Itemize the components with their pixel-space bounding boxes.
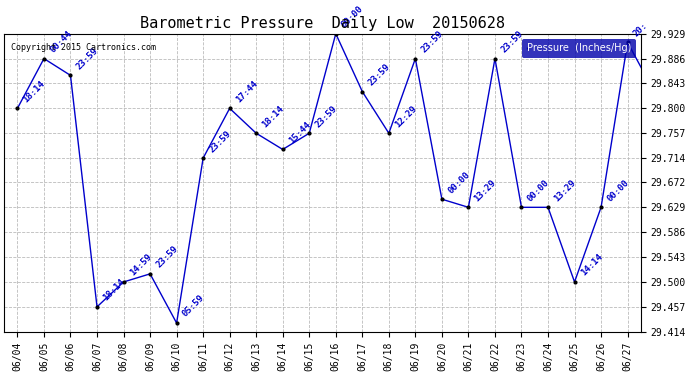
Text: 00:00: 00:00 bbox=[340, 4, 365, 30]
Text: 00:00: 00:00 bbox=[446, 170, 471, 195]
Text: 20:: 20: bbox=[632, 21, 649, 38]
Text: 18:14: 18:14 bbox=[260, 104, 286, 129]
Text: 23:59: 23:59 bbox=[313, 104, 339, 129]
Text: 23:59: 23:59 bbox=[155, 244, 179, 270]
Text: 23:59: 23:59 bbox=[499, 29, 524, 54]
Text: 14:14: 14:14 bbox=[579, 252, 604, 278]
Text: 18:14: 18:14 bbox=[101, 278, 126, 303]
Text: 12:29: 12:29 bbox=[393, 104, 418, 129]
Text: 17:44: 17:44 bbox=[234, 79, 259, 104]
Text: 14:59: 14:59 bbox=[128, 252, 153, 278]
Text: 23:59: 23:59 bbox=[207, 129, 233, 154]
Text: 15:44: 15:44 bbox=[287, 120, 313, 145]
Text: 02:59: 02:59 bbox=[0, 374, 1, 375]
Text: 04:59: 04:59 bbox=[0, 374, 1, 375]
Text: 05:59: 05:59 bbox=[181, 294, 206, 319]
Text: 13:29: 13:29 bbox=[552, 178, 578, 203]
Text: 18:14: 18:14 bbox=[21, 79, 47, 104]
Text: 13:29: 13:29 bbox=[473, 178, 498, 203]
Text: 00:00: 00:00 bbox=[605, 178, 631, 203]
Text: 23:59: 23:59 bbox=[0, 374, 1, 375]
Text: 00:44: 00:44 bbox=[48, 29, 74, 54]
Text: 23:59: 23:59 bbox=[366, 62, 392, 87]
Text: 00:00: 00:00 bbox=[526, 178, 551, 203]
Text: 23:59: 23:59 bbox=[420, 29, 445, 54]
Text: Copyright 2015 Cartronics.com: Copyright 2015 Cartronics.com bbox=[10, 43, 155, 52]
Legend: Pressure  (Inches/Hg): Pressure (Inches/Hg) bbox=[522, 39, 636, 58]
Text: 23:59: 23:59 bbox=[75, 46, 100, 71]
Title: Barometric Pressure  Daily Low  20150628: Barometric Pressure Daily Low 20150628 bbox=[140, 16, 505, 31]
